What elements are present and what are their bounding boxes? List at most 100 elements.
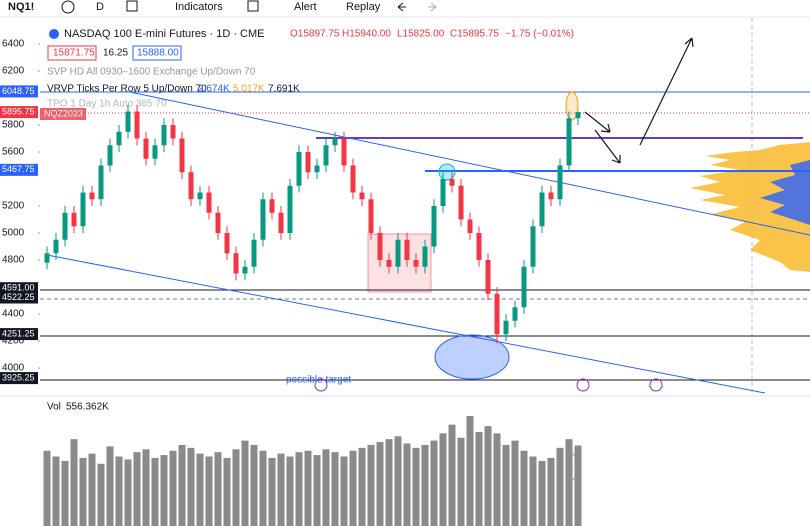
price-marker-label: 6048.75: [2, 86, 35, 96]
ask-box[interactable]: [132, 45, 182, 61]
candle-body: [503, 320, 509, 335]
legend-change: −1.75 (−0.01%): [505, 29, 574, 40]
volume-bar: [502, 444, 510, 526]
volume-bar: [367, 444, 375, 526]
candle-body: [134, 111, 140, 139]
event-icon[interactable]: [314, 378, 328, 392]
candle-body: [62, 212, 68, 240]
candle-body: [206, 192, 212, 213]
legend-low: L15825.00: [397, 29, 445, 40]
vrvp-total: 7.691K: [268, 84, 300, 95]
indicator-vrvp: VRVP Ticks Per Row 5 Up/Down 70: [47, 84, 207, 95]
price-marker-label: 4522.25: [2, 292, 35, 302]
touch-circle: [438, 163, 456, 181]
symbol-tag-box: [40, 108, 86, 120]
volume-bar: [124, 459, 132, 526]
event-icon[interactable]: [576, 378, 590, 392]
add-icon[interactable]: [61, 0, 75, 14]
candle-body: [332, 138, 338, 146]
candle-body: [323, 145, 329, 166]
volume-bar: [196, 453, 204, 526]
volume-bar: [340, 456, 348, 526]
volume-bar: [142, 449, 150, 526]
price-marker-label: 5895.75: [2, 106, 35, 116]
candle-body: [386, 260, 392, 267]
volume-bar: [511, 440, 519, 526]
volume-bar: [358, 447, 366, 526]
candle-body: [485, 260, 491, 294]
volume-bar: [277, 453, 285, 526]
price-marker: [0, 372, 38, 385]
volume-bar: [403, 443, 411, 526]
volume-bar: [556, 447, 564, 526]
replay-button[interactable]: Replay: [346, 1, 381, 13]
chart-type-icon[interactable]: [126, 0, 138, 12]
volume-bar: [493, 433, 501, 526]
redo-icon[interactable]: [428, 2, 437, 12]
candle-body: [395, 239, 401, 267]
arrows: [584, 37, 694, 164]
candle-body: [278, 212, 284, 233]
volume-bar: [457, 437, 465, 526]
volume-bar: [385, 439, 393, 526]
candle-body: [458, 185, 464, 220]
legend: NASDAQ 100 E-mini Futures · 1D · CME O15…: [40, 28, 574, 413]
volume-bar: [565, 439, 573, 526]
candle-body: [125, 111, 131, 132]
volume-bar: [43, 450, 51, 526]
indicators-button[interactable]: Indicators: [175, 1, 223, 13]
candle-body: [422, 246, 428, 267]
volume-bar: [475, 431, 483, 526]
volume-bar: [520, 450, 528, 526]
y-tick-label: 4200: [2, 336, 25, 347]
price-marker: [0, 85, 38, 98]
volume-bar: [268, 457, 276, 526]
price-marker-label: 4251.25: [2, 328, 35, 338]
volume-bar: [223, 457, 231, 526]
candle-body: [449, 179, 455, 186]
legend-close: C15895.75: [450, 29, 499, 40]
legend-high: H15940.00: [342, 29, 391, 40]
candle-body: [539, 192, 545, 227]
candle-body: [341, 138, 347, 166]
candle-body: [512, 307, 518, 321]
volume-bar: [295, 452, 303, 526]
ask: 15888.00: [137, 48, 179, 59]
arrow: [594, 129, 621, 164]
price-marker: [0, 328, 38, 341]
volume-bar: [412, 447, 420, 526]
candle-body: [215, 212, 221, 233]
layout-icon[interactable]: [247, 0, 259, 12]
alert-button[interactable]: Alert: [294, 1, 317, 13]
candle-body: [161, 125, 167, 146]
interval-button[interactable]: D: [96, 1, 104, 13]
symbol-button[interactable]: NQ1!: [8, 1, 34, 13]
y-tick-label: 5200: [2, 201, 25, 212]
legend-title: NASDAQ 100 E-mini Futures · 1D · CME: [64, 28, 265, 40]
volume-bar: [52, 456, 60, 526]
volume-bar: [241, 440, 249, 526]
y-tick-label: 4000: [2, 363, 25, 374]
volume-bar: [349, 450, 357, 526]
vrvp-up: 2.674K: [198, 84, 230, 95]
candle-body: [521, 266, 527, 308]
candle-body: [494, 293, 500, 335]
volume-bar: [430, 440, 438, 526]
undo-icon[interactable]: [397, 2, 406, 12]
channel-upper: [129, 91, 810, 236]
candle-body: [440, 179, 446, 206]
y-tick-label: 6200: [2, 66, 25, 77]
bid-box[interactable]: [47, 45, 97, 61]
candle-body: [116, 131, 122, 146]
volume-bar: [439, 433, 447, 526]
volume-value: 556.362K: [66, 402, 109, 413]
candle-body: [44, 253, 50, 263]
candle-body: [71, 212, 77, 227]
event-icon[interactable]: [649, 378, 663, 392]
y-tick-label: 5000: [2, 228, 25, 239]
candle-body: [467, 219, 473, 233]
volume-bar: [259, 450, 267, 526]
candle-body: [53, 239, 59, 254]
candle-body: [80, 192, 86, 227]
